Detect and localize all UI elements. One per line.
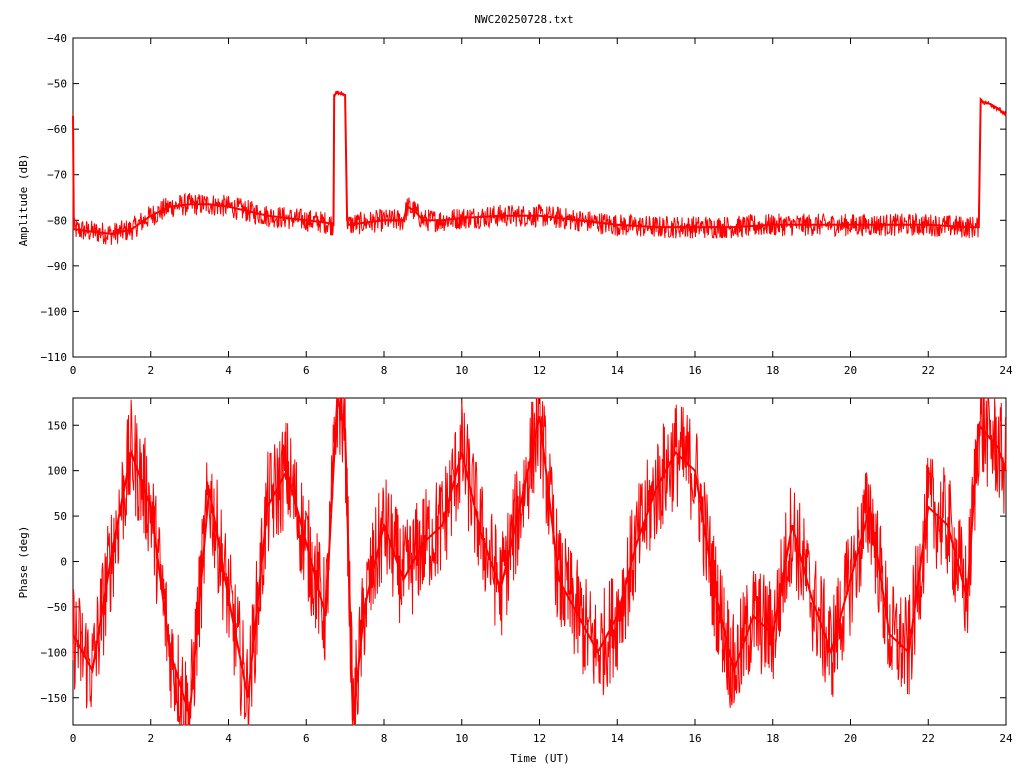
amplitude-x-ticks: 0 2 4 6 8 10 12 14 16 18 20 22 24 [70, 38, 1013, 377]
x-tick-label: 20 [844, 364, 857, 377]
x-tick-label: 6 [303, 732, 310, 745]
x-tick-label: 18 [766, 364, 779, 377]
x-tick-label: 12 [533, 364, 546, 377]
x-tick-label: 18 [766, 732, 779, 745]
x-tick-label: 20 [844, 732, 857, 745]
x-tick-label: 14 [611, 364, 625, 377]
y-tick-label: −50 [47, 78, 67, 91]
series-line [72, 397, 1007, 721]
x-tick-label: 24 [999, 364, 1013, 377]
y-tick-label: −150 [41, 692, 68, 705]
series-line [72, 91, 1007, 236]
x-tick-label: 4 [225, 364, 232, 377]
phase-x-ticks: 0 2 4 6 8 10 12 14 16 18 20 22 24 [70, 398, 1013, 745]
x-tick-label: 24 [999, 732, 1013, 745]
x-tick-label: 22 [922, 732, 935, 745]
x-tick-label: 6 [303, 364, 310, 377]
y-tick-label: 50 [54, 510, 67, 523]
x-tick-label: 16 [688, 364, 701, 377]
series-noise-trace [72, 90, 1007, 245]
y-tick-label: 100 [47, 465, 67, 478]
x-tick-label: 4 [225, 732, 232, 745]
y-tick-label: 150 [47, 419, 67, 432]
y-tick-label: −100 [41, 646, 68, 659]
y-tick-label: −80 [47, 214, 67, 227]
x-tick-label: 16 [688, 732, 701, 745]
x-tick-label: 12 [533, 732, 546, 745]
x-tick-label: 2 [147, 732, 154, 745]
amplitude-series [72, 90, 1007, 245]
y-tick-label: −110 [41, 351, 68, 364]
y-tick-label: −60 [47, 123, 67, 136]
phase-y-axis-label: Phase (deg) [17, 526, 30, 599]
x-tick-label: 22 [922, 364, 935, 377]
x-tick-label: 2 [147, 364, 154, 377]
y-tick-label: −50 [47, 601, 67, 614]
x-tick-label: 0 [70, 364, 77, 377]
chart-title: NWC20250728.txt [474, 13, 573, 26]
x-tick-label: 0 [70, 732, 77, 745]
series-noise-trace [72, 397, 1007, 726]
y-tick-label: 0 [60, 556, 67, 569]
x-tick-label: 8 [381, 732, 388, 745]
phase-plot-frame [72, 397, 1007, 726]
y-tick-label: −100 [41, 305, 68, 318]
x-tick-label: 10 [455, 732, 468, 745]
phase-x-axis-label: Time (UT) [510, 752, 570, 765]
amplitude-panel: −40−50−60−70−80−90−100−110 0 2 4 6 8 10 12 14 16… [17, 32, 1013, 377]
y-tick-label: −70 [47, 169, 67, 182]
amplitude-y-axis-label: Amplitude (dB) [17, 154, 30, 247]
y-tick-label: −90 [47, 260, 67, 273]
phase-y-ticks: 150 100 50 0 −50 −100 −150 [41, 419, 1006, 705]
x-tick-label: 10 [455, 364, 468, 377]
phase-series [72, 397, 1007, 726]
x-tick-label: 14 [611, 732, 625, 745]
x-tick-label: 8 [381, 364, 388, 377]
y-tick-label: −40 [47, 32, 67, 45]
